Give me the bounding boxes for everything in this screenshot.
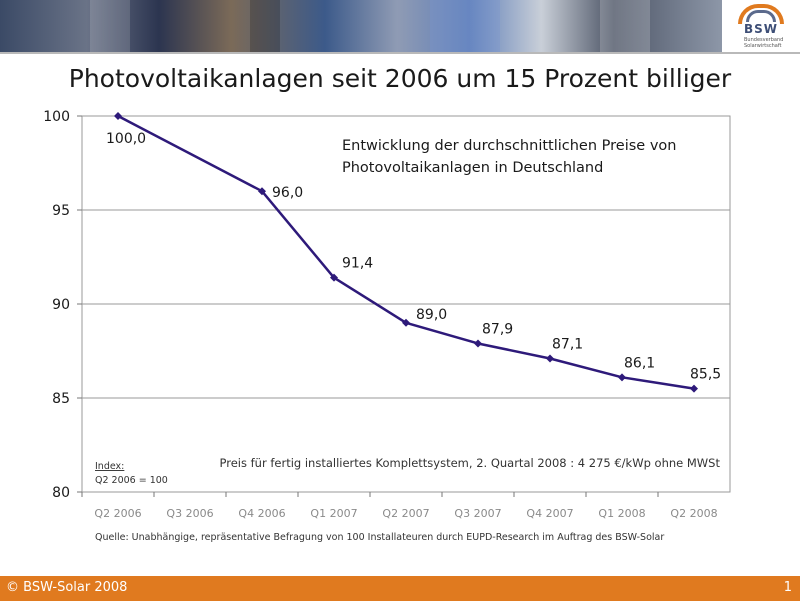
data-points [114, 112, 698, 393]
data-label: 100,0 [106, 131, 146, 147]
x-tick-label: Q3 2007 [454, 507, 501, 520]
annotation-line-1: Entwicklung der durchschnittlichen Preis… [342, 138, 676, 154]
banner-photo-segment [90, 0, 130, 52]
source-note: Quelle: Unabhängige, repräsentative Befr… [95, 532, 664, 543]
series-line [117, 114, 695, 390]
chart-gridlines [82, 209, 730, 399]
y-tick-label-80: 80 [52, 485, 70, 501]
data-point-marker [690, 384, 698, 393]
banner-photo-segment [430, 0, 500, 52]
x-tick-label: Q1 2007 [310, 507, 357, 520]
logo-subtitle: Bundesverband Solarwirtschaft [744, 37, 784, 49]
page-number: 1 [783, 580, 792, 595]
data-labels: 100,0 96,0 91,4 89,0 87,9 87,1 86,1 85,5 [106, 131, 721, 383]
data-point-marker [402, 318, 410, 327]
banner-photo-segment [250, 0, 280, 52]
x-axis-tick-labels: Q2 2006 Q3 2006 Q4 2006 Q1 2007 Q2 2007 Q3 20… [94, 507, 717, 520]
data-point-marker [114, 112, 122, 120]
index-label: Index: [95, 461, 124, 472]
data-label: 86,1 [624, 355, 655, 371]
x-tick-label: Q1 2008 [598, 507, 645, 520]
y-tick-label-90: 90 [52, 297, 70, 313]
logo-inner-arc-icon [746, 10, 776, 22]
x-tick-label: Q4 2006 [238, 507, 285, 520]
header-divider [0, 52, 800, 54]
y-tick-label-85: 85 [52, 391, 70, 407]
data-label: 89,0 [416, 307, 447, 323]
data-point-marker [330, 273, 338, 282]
data-label: 96,0 [272, 185, 303, 201]
copyright-text: © BSW-Solar 2008 [6, 580, 128, 595]
index-value: Q2 2006 = 100 [95, 475, 168, 486]
price-note: Preis für fertig installiertes Kompletts… [220, 456, 721, 470]
data-label: 87,1 [552, 337, 583, 353]
data-label: 91,4 [342, 256, 373, 272]
x-tick-label: Q2 2008 [670, 507, 717, 520]
chart-axes [77, 115, 731, 497]
price-line-chart: 80 85 90 95 100 Q2 2006 Q3 2006 Q4 2006 Q1 2007… [43, 109, 731, 543]
x-tick-label: Q3 2006 [166, 507, 213, 520]
header-photo-banner [0, 0, 722, 52]
y-tick-label-100: 100 [43, 109, 70, 125]
y-tick-label-95: 95 [52, 203, 70, 219]
x-tick-label: Q2 2007 [382, 507, 429, 520]
data-point-marker [546, 354, 554, 363]
x-tick-label: Q4 2007 [526, 507, 573, 520]
slide-title: Photovoltaikanlagen seit 2006 um 15 Proz… [68, 64, 732, 93]
x-tick-label: Q2 2006 [94, 507, 141, 520]
annotation-line-2: Photovoltaikanlagen in Deutschland [342, 160, 603, 176]
logo-name: BSW [743, 22, 779, 36]
data-label: 85,5 [690, 367, 721, 383]
data-point-marker [618, 373, 626, 382]
data-point-marker [474, 339, 482, 348]
data-label: 87,9 [482, 321, 513, 337]
banner-photo-segment [600, 0, 650, 52]
series-path [117, 114, 695, 390]
y-axis-tick-labels: 80 85 90 95 100 [43, 109, 70, 501]
data-point-marker [258, 187, 266, 196]
bsw-logo: BSW Bundesverband Solarwirtschaft [722, 0, 800, 52]
footer-bar: © BSW-Solar 2008 1 [0, 576, 800, 601]
